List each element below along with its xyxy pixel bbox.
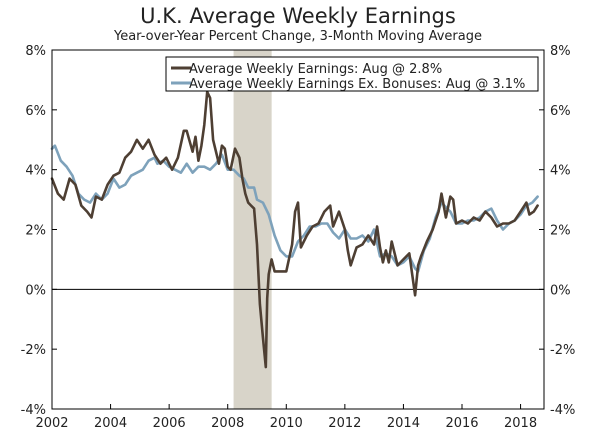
legend: Average Weekly Earnings: Aug @ 2.8%Avera…: [165, 56, 539, 92]
y-tick-label-right: 6%: [550, 104, 571, 119]
series-line-1: [50, 90, 539, 369]
x-tick-label: 2008: [211, 416, 244, 431]
x-tick-label: 2004: [94, 416, 127, 431]
y-tick-label-right: 4%: [550, 164, 571, 179]
legend-box: [165, 56, 539, 92]
y-tick-label-left: -2%: [21, 343, 46, 358]
y-tick-label-left: 2%: [25, 224, 46, 239]
y-tick-label-right: 2%: [550, 224, 571, 239]
y-tick-label-right: 8%: [550, 44, 571, 59]
y-tick-label-left: 8%: [25, 44, 46, 59]
x-tick-label: 2016: [445, 416, 478, 431]
y-tick-label-left: 4%: [25, 164, 46, 179]
y-tick-label-left: 6%: [25, 104, 46, 119]
y-tick-label-right: 0%: [550, 283, 571, 298]
y-tick-label-right: -4%: [550, 403, 575, 418]
plot-frame: [51, 49, 545, 410]
chart-title: U.K. Average Weekly Earnings: [140, 4, 456, 28]
x-tick-label: 2014: [387, 416, 420, 431]
y-tick-label-right: -2%: [550, 343, 575, 358]
x-tick-label: 2002: [35, 416, 68, 431]
x-tick-label: 2006: [153, 416, 186, 431]
x-tick-label: 2018: [504, 416, 537, 431]
legend-label-2: Average Weekly Earnings Ex. Bonuses: Aug…: [189, 77, 525, 92]
chart-subtitle: Year-over-Year Percent Change, 3-Month M…: [113, 29, 482, 44]
x-tick-label: 2010: [270, 416, 303, 431]
y-tick-label-left: 0%: [25, 283, 46, 298]
series-line-2: [50, 144, 539, 273]
x-tick-label: 2012: [328, 416, 361, 431]
legend-label-1: Average Weekly Earnings: Aug @ 2.8%: [189, 62, 442, 77]
y-tick-label-left: -4%: [21, 403, 46, 418]
